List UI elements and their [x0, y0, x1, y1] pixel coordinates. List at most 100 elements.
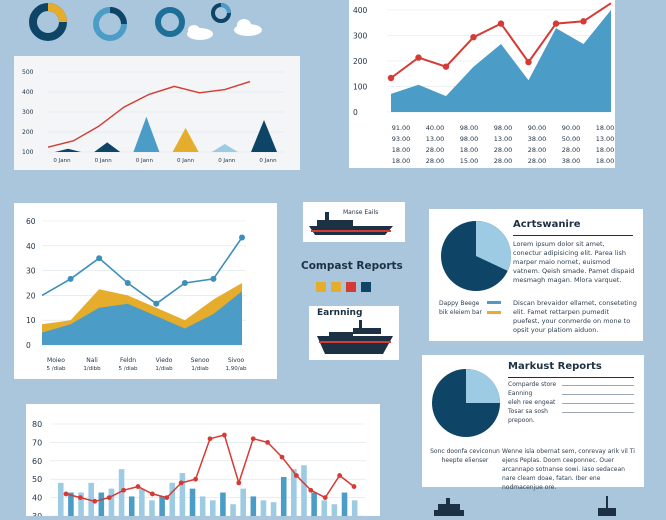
series-point: [265, 440, 270, 445]
bar: [108, 488, 115, 516]
color-swatch: [346, 282, 356, 292]
y-tick-label: 400: [22, 89, 34, 96]
ship-icon: [317, 320, 393, 354]
ship-icon: [434, 496, 616, 516]
x-tick-sublabel: 1/dibb: [83, 366, 101, 372]
series-point: [96, 255, 103, 262]
bar: [250, 496, 257, 516]
series-point: [279, 454, 285, 460]
y-tick-label: 40: [26, 242, 36, 251]
y-tick-label: 60: [26, 217, 36, 226]
y-tick-label: 300: [22, 109, 34, 116]
series-point: [92, 498, 98, 504]
x-tick-label: 0 Jann: [259, 158, 277, 164]
series-point: [121, 487, 126, 493]
x-tick-sublabel: 1,90/ab: [226, 366, 247, 372]
chart-panel-bottom-left: 80 70 60 50 40 30: [26, 404, 380, 520]
x-tick-label: Moieo: [47, 357, 65, 364]
table-cell: 18.00: [596, 124, 615, 132]
y-tick-label: 30: [32, 512, 42, 516]
table-cell: 90.00: [562, 124, 581, 132]
x-tick-label: Senoo: [191, 357, 210, 364]
table-cell: 38.00: [562, 157, 581, 165]
y-tick-label: 500: [22, 69, 34, 76]
series-point: [308, 487, 314, 493]
bar: [351, 500, 358, 516]
x-tick-label: Sivoo: [228, 357, 245, 364]
market-side-list: Comparde store Eanning eleh ree engeat Tosa…: [508, 380, 568, 425]
chart-bottom-left: 80 70 60 50 40 30: [32, 420, 366, 520]
series-point: [207, 436, 213, 442]
x-tick-label: 0 Jann: [53, 158, 71, 164]
compact-swatches: [316, 282, 396, 292]
compact-reports-title: Compast Reports: [301, 260, 403, 272]
y-tick-label: 0: [353, 108, 358, 117]
chart-top-left: 500 400 300 200 100 0 Jann 0 Jann 0 Jann 0 Jann 0…: [22, 69, 284, 164]
bar: [331, 504, 338, 516]
series-point: [236, 480, 242, 486]
series-point: [250, 436, 256, 442]
bar: [251, 120, 277, 152]
series-point: [442, 63, 450, 70]
bar: [230, 504, 236, 516]
ship-icon: [309, 212, 393, 235]
market-side-item: prepoon.: [508, 417, 535, 424]
chart-middle-left: 60 40 30 20 10 0 Moieo 5 /diab Nali 1/dibb Feldn 5 …: [26, 217, 247, 372]
x-tick-sublabel: 1/diab: [191, 366, 209, 372]
bar: [68, 492, 74, 516]
bar: [159, 496, 165, 516]
market-side-item: Comparde store: [508, 381, 557, 388]
bar: [88, 482, 94, 516]
table-cell: 98.00: [460, 124, 479, 132]
achievement-title: Acrtswanire: [513, 219, 581, 230]
table-cell: 28.00: [426, 146, 445, 154]
series-point: [552, 20, 560, 27]
achievement-legend-2: bik eleiem bar: [439, 309, 482, 316]
table-cell: 93.00: [392, 135, 411, 143]
series-point: [106, 495, 112, 500]
table-cell: 90.00: [528, 124, 547, 132]
series-point: [415, 54, 422, 61]
series-point: [193, 476, 199, 482]
bar: [189, 488, 196, 516]
bar: [199, 496, 206, 516]
bar: [94, 142, 121, 152]
series-line: [47, 80, 251, 148]
market-title: Markust Reports: [508, 361, 602, 372]
bar: [341, 492, 348, 516]
x-tick-label: 0 Jann: [177, 158, 195, 164]
market-body: Wenne isla obernat sem, conrevay arik vi…: [502, 448, 635, 491]
ship-label: Manse Eails: [343, 209, 379, 216]
table-cell: 18.00: [460, 146, 479, 154]
market-side-item: Eanning: [508, 390, 533, 397]
y-tick-label: 20: [26, 291, 36, 300]
series-area: [391, 10, 611, 112]
pie-slice: [466, 369, 500, 403]
table-cell: 18.00: [596, 146, 615, 154]
donut-chart-icon: [93, 7, 127, 41]
y-tick-label: 70: [32, 438, 42, 447]
x-tick-sublabel: 1/diab: [155, 366, 173, 372]
series-point: [470, 34, 477, 41]
series-area-blue: [42, 291, 242, 345]
bar: [280, 476, 287, 516]
y-tick-label: 10: [26, 316, 36, 325]
series-point: [222, 432, 227, 438]
table-cell: 18.00: [596, 157, 615, 165]
earning-card: Earnning: [309, 306, 399, 360]
y-tick-label: 200: [353, 57, 368, 66]
donut-chart-icon: [155, 7, 185, 37]
y-tick-label: 300: [353, 32, 368, 41]
series-point: [294, 473, 299, 478]
series-point: [135, 484, 141, 489]
series-point: [337, 473, 342, 478]
market-side-item: Tosar sa sosh: [508, 408, 548, 415]
series-point: [351, 484, 357, 489]
series-point: [525, 58, 532, 66]
table-cell: 13.00: [426, 135, 445, 143]
market-pie: [432, 369, 500, 437]
y-tick-label: 50: [32, 475, 42, 484]
earning-title: Earnning: [317, 308, 363, 318]
bar: [149, 500, 155, 516]
y-tick-label: 400: [353, 6, 368, 15]
